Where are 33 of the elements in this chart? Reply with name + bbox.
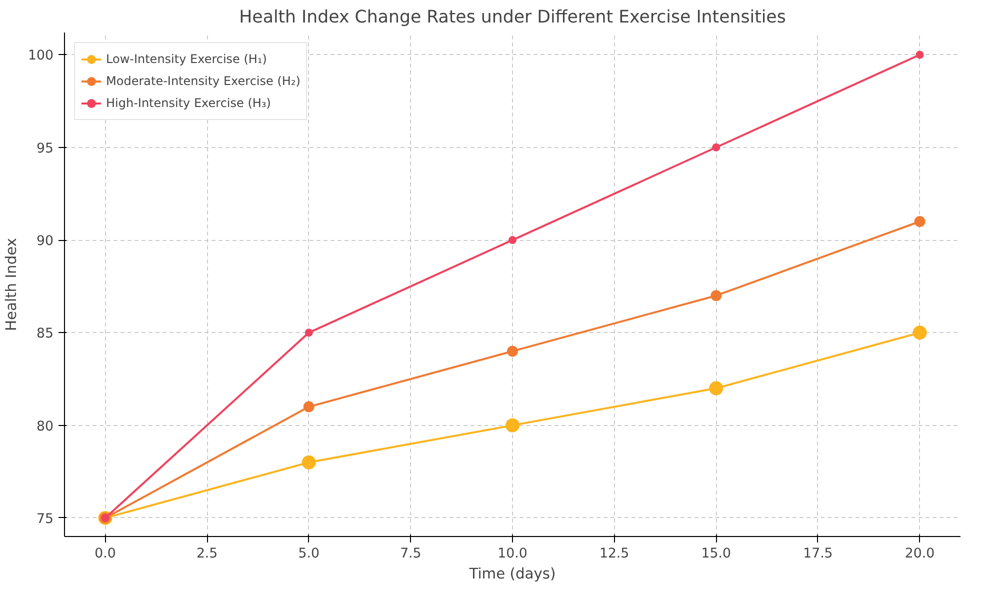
x-tick-label: 15.0 (701, 546, 731, 562)
legend-label: Moderate-Intensity Exercise (H₂) (106, 74, 300, 88)
x-tick-label: 7.5 (400, 546, 422, 562)
point (709, 381, 724, 396)
y-tick-label: 90 (36, 234, 54, 250)
point (712, 143, 720, 152)
x-tick-label: 0.0 (94, 546, 116, 562)
y-axis-title: Health Index (3, 238, 20, 332)
y-tick-label: 85 (36, 326, 54, 342)
y-tick-label: 75 (36, 512, 54, 527)
point (506, 418, 520, 432)
y-tick-label: 95 (36, 141, 54, 156)
point (912, 326, 927, 340)
point (914, 216, 926, 227)
chart-title: Health Index Change Rates under Different Exercise Intensities (239, 8, 786, 28)
x-tick-label: 2.5 (196, 546, 218, 562)
x-tick-label: 12.5 (599, 546, 630, 562)
y-tick-label: 80 (36, 419, 54, 434)
point (508, 236, 516, 244)
point (302, 455, 316, 470)
point (303, 401, 314, 412)
x-tick-label: 20.0 (904, 546, 935, 562)
x-tick-label: 17.5 (803, 546, 833, 562)
legend-label: High-Intensity Exercise (H₃) (106, 96, 271, 110)
y-tick-label: 100 (28, 48, 54, 64)
x-tick-label: 10.0 (498, 546, 528, 562)
point (507, 346, 518, 357)
point (304, 328, 313, 337)
legend-label: Low-Intensity Exercise (H₁) (106, 52, 267, 66)
x-tick-label: 5.0 (298, 546, 320, 562)
point (710, 290, 722, 302)
x-axis-title: Time (days) (468, 566, 556, 582)
point (916, 50, 924, 59)
